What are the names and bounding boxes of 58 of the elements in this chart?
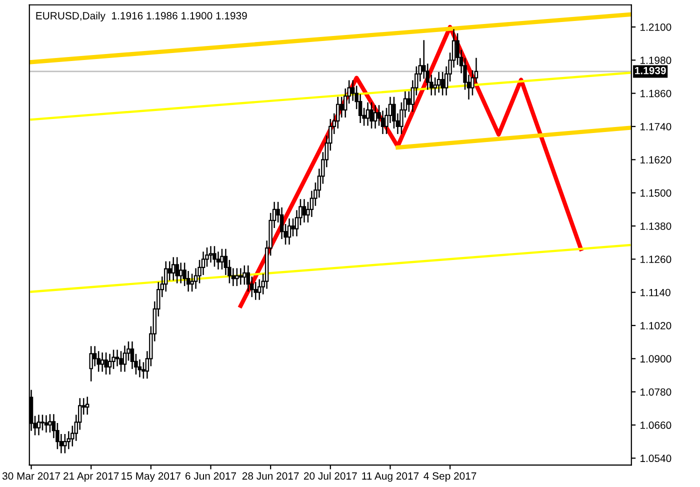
y-tick-label: 1.0540	[640, 454, 672, 462]
x-tick-label: 21 Apr 2017	[64, 472, 119, 482]
candlestick	[40, 414, 44, 430]
candlestick	[36, 414, 41, 436]
candlestick	[119, 351, 123, 372]
candlestick	[85, 396, 90, 415]
y-tick-label: 1.1140	[640, 288, 670, 296]
y-tick-label: 1.1380	[640, 222, 672, 230]
ref-line-label: 1.1939	[635, 66, 666, 74]
y-tick-label: 1.1740	[640, 122, 672, 130]
candlestick	[291, 218, 295, 236]
y-tick-label: 1.1620	[640, 156, 672, 164]
candlestick	[302, 199, 306, 222]
y-tick-label: 1.1500	[640, 189, 672, 197]
candlestick	[208, 246, 213, 263]
candlestick	[373, 105, 378, 128]
x-tick-label: 28 Jun 2017	[242, 472, 299, 480]
candlestick	[340, 96, 344, 118]
x-tick-label: 30 Mar 2017	[2, 472, 60, 480]
candlestick	[168, 261, 172, 281]
candlestick	[100, 352, 104, 372]
text: EURUSD,Daily 1.1916 1.1986 1.1900 1.1939	[36, 12, 247, 22]
candlestick	[407, 91, 411, 112]
candlestick	[242, 265, 246, 285]
candlestick	[212, 246, 216, 267]
x-tick-label: 4 Sep 2017	[424, 472, 476, 482]
x-tick-label: 20 Jul 2017	[304, 472, 357, 480]
y-tick-label: 1.1980	[640, 56, 672, 64]
candlestick	[104, 352, 108, 374]
candlestick	[171, 257, 176, 281]
candlestick	[108, 354, 112, 374]
candlestick	[122, 346, 127, 372]
candlestick	[48, 414, 52, 433]
candlestick	[238, 268, 243, 285]
candlestick	[175, 257, 179, 284]
candlestick	[366, 102, 370, 126]
x-tick-label: 6 Jun 2017	[186, 472, 236, 480]
candlestick	[220, 248, 224, 270]
line-series	[238, 24, 584, 308]
y-tick-label: 1.0660	[640, 422, 672, 429]
candlestick	[142, 362, 146, 379]
candlestick	[287, 218, 292, 245]
y-tick-label: 1.1860	[640, 90, 672, 98]
x-tick-label: 11 Aug 2017	[362, 472, 419, 482]
candlestick	[235, 268, 239, 286]
y-tick-label: 1.0900	[640, 355, 672, 363]
candlestick	[89, 346, 93, 382]
candlestick	[63, 434, 67, 454]
candlestick	[440, 72, 444, 96]
x-tick-label: 15 May 2017	[122, 472, 181, 482]
candlestick	[44, 415, 48, 433]
candlestick	[178, 262, 183, 284]
candlestick	[436, 72, 441, 93]
y-tick-label: 1.1260	[640, 256, 672, 264]
y-tick-label: 1.0780	[640, 388, 672, 396]
y-tick-label: 1.1020	[640, 322, 672, 330]
y-tick-label: 1.2100	[640, 23, 672, 31]
candlestick	[370, 102, 374, 128]
